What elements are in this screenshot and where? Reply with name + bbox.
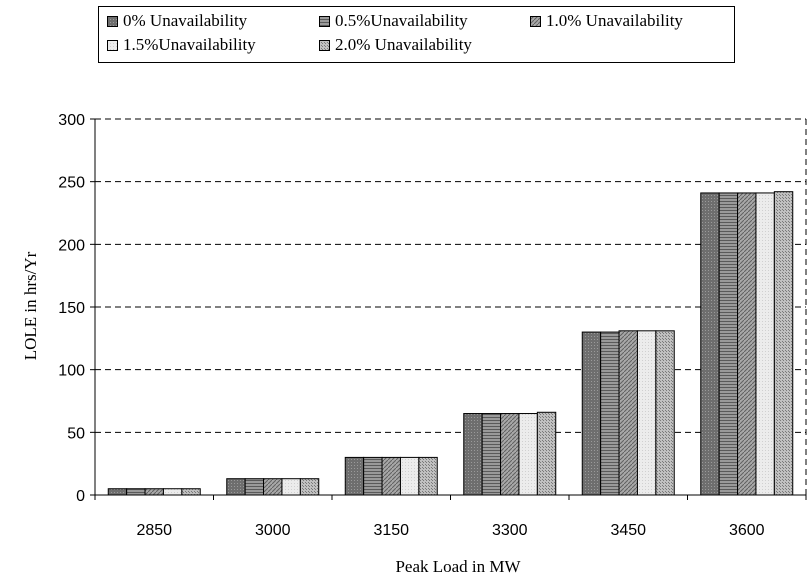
y-tick-label: 300 [58, 112, 85, 129]
bar [299, 478, 320, 496]
y-tick-label: 200 [58, 237, 85, 254]
y-tick-label: 50 [67, 425, 85, 442]
bar [700, 192, 720, 496]
bars [107, 191, 794, 496]
x-tick-label: 2850 [136, 522, 172, 539]
legend-item: 2.0% Unavailability [319, 35, 472, 55]
bar [536, 411, 557, 496]
bar [263, 478, 283, 496]
legend-label: 0.5%Unavailability [335, 11, 468, 30]
bar [481, 413, 502, 496]
bar [162, 488, 183, 496]
legend-swatch [107, 39, 118, 51]
y-tick-label: 100 [58, 363, 85, 380]
legend-label: 1.0% Unavailability [546, 11, 683, 30]
legend-swatch [319, 15, 330, 27]
bar [463, 413, 483, 496]
bar [381, 456, 401, 496]
bar [737, 192, 757, 496]
bar [281, 478, 301, 496]
legend-item: 1.0% Unavailability [530, 11, 683, 31]
legend-item: 1.5%Unavailability [107, 35, 256, 55]
x-tick-label: 3150 [373, 522, 409, 539]
bar [244, 478, 265, 496]
legend-label: 0% Unavailability [123, 11, 248, 30]
bar [600, 331, 620, 496]
bar [581, 331, 602, 496]
bar [418, 456, 438, 496]
bar [126, 488, 146, 496]
y-tick-label: 250 [58, 175, 85, 192]
x-tick-label: 3300 [492, 522, 528, 539]
x-axis-label: Peak Load in MW [395, 557, 521, 576]
bar [344, 456, 365, 496]
bar [107, 488, 128, 496]
gridlines [95, 118, 806, 433]
legend-swatch [319, 39, 330, 51]
bar [618, 330, 638, 496]
legend-label: 1.5%Unavailability [123, 35, 256, 54]
bar [144, 488, 164, 496]
y-tick-label: 0 [76, 488, 85, 505]
bar [500, 413, 520, 496]
bar [655, 330, 675, 496]
bar [363, 456, 383, 496]
bar [718, 192, 739, 496]
axes [90, 118, 807, 500]
bar [773, 191, 794, 496]
y-axis-label: LOLE in hrs/Yr [21, 251, 40, 360]
x-tick-label: 3000 [255, 522, 291, 539]
legend-swatch [107, 15, 118, 27]
x-tick-label: 3600 [729, 522, 765, 539]
legend-item: 0.5%Unavailability [319, 11, 468, 31]
y-tick-label: 150 [58, 300, 85, 317]
tick-labels: 0 50 100 150 200 250 300 2850 3000 3150 3300 3450 36… [58, 112, 764, 539]
legend-swatch [530, 15, 541, 27]
bar [399, 456, 420, 496]
chart-legend: 0% Unavailability 0.5%Unavailability 1.0% … [98, 6, 735, 63]
legend-label: 2.0% Unavailability [335, 35, 472, 54]
bar [226, 478, 246, 496]
x-tick-label: 3450 [610, 522, 646, 539]
bar [755, 192, 775, 496]
bar [518, 413, 538, 496]
bar [181, 488, 201, 496]
legend-item: 0% Unavailability [107, 11, 247, 31]
bar [636, 330, 657, 496]
